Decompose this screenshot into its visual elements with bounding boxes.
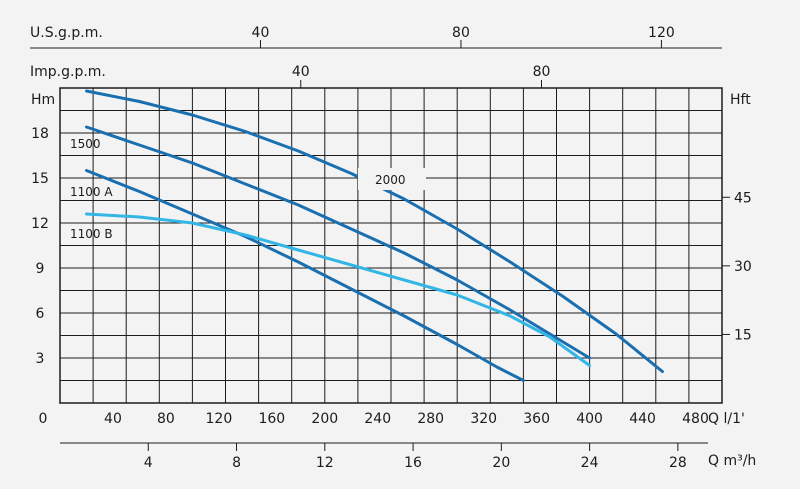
- hft-axis-label: Hft: [730, 92, 751, 108]
- hm-tick-label: 18: [31, 126, 49, 142]
- q-lmin-tick-label: 360: [523, 411, 550, 427]
- q-lmin-tick-label: 80: [157, 411, 175, 427]
- us-gpm-tick-label: 80: [452, 25, 470, 41]
- hm-axis-label: Hm: [31, 92, 55, 108]
- q-m3h-label: Q m³/h: [708, 453, 756, 469]
- q-lmin-tick-label: 280: [417, 411, 444, 427]
- q-m3h-tick-label: 12: [316, 455, 334, 471]
- q-lmin-tick-label: 0: [39, 411, 48, 427]
- q-m3h-ticks: 4 8 12 16 20 24 28: [144, 443, 687, 471]
- hft-ticks: 15 30 45: [722, 190, 752, 343]
- q-lmin-tick-label: 320: [470, 411, 497, 427]
- q-m3h-tick-label: 20: [492, 455, 510, 471]
- q-lmin-tick-label: 440: [629, 411, 656, 427]
- curve-1100-b: [85, 212, 592, 367]
- hft-tick-label: 30: [734, 259, 752, 275]
- hm-tick-label: 3: [36, 351, 45, 367]
- curve-label-2000-background: [358, 168, 426, 190]
- q-lmin-tick-label: 120: [206, 411, 233, 427]
- q-lmin-tick-label: 200: [311, 411, 338, 427]
- imp-gpm-label: Imp.g.p.m.: [30, 64, 106, 80]
- curve-1100-a: [85, 169, 525, 382]
- us-gpm-scale: U.S.g.p.m. 40 80 120: [30, 25, 722, 49]
- q-lmin-tick-label: 400: [576, 411, 603, 427]
- hft-tick-label: 45: [734, 190, 752, 206]
- q-m3h-tick-label: 24: [581, 455, 599, 471]
- hm-ticks: 3 6 9 12 15 18: [31, 126, 49, 367]
- imp-gpm-tick-label: 40: [292, 64, 310, 80]
- q-m3h-tick-label: 8: [232, 455, 241, 471]
- imp-gpm-tick-label: 80: [533, 64, 551, 80]
- hft-tick-label: 15: [734, 327, 752, 343]
- q-m3h-tick-label: 4: [144, 455, 153, 471]
- hm-tick-label: 6: [36, 306, 45, 322]
- pump-curves: [85, 89, 664, 382]
- hm-tick-label: 12: [31, 216, 49, 232]
- q-lmin-label: Q l/1': [708, 411, 745, 427]
- q-m3h-tick-label: 16: [404, 455, 422, 471]
- q-lmin-tick-label: 480: [682, 411, 709, 427]
- curve-label-1500: 1500: [70, 137, 101, 151]
- q-lmin-tick-label: 160: [258, 411, 285, 427]
- q-lmin-tick-label: 40: [104, 411, 122, 427]
- us-gpm-ticks: 40 80 120: [252, 25, 675, 48]
- hm-tick-label: 9: [36, 261, 45, 277]
- q-lmin-tick-label: 240: [364, 411, 391, 427]
- us-gpm-label: U.S.g.p.m.: [30, 25, 103, 41]
- curve-1500: [85, 125, 592, 360]
- us-gpm-tick-label: 40: [252, 25, 270, 41]
- us-gpm-tick-label: 120: [648, 25, 675, 41]
- curve-label-1100b: 1100 B: [70, 227, 113, 241]
- hm-tick-label: 15: [31, 171, 49, 187]
- curve-label-1100a: 1100 A: [70, 185, 113, 199]
- imp-gpm-ticks: 40 80: [292, 64, 551, 88]
- q-m3h-tick-label: 28: [669, 455, 687, 471]
- imp-gpm-scale: Imp.g.p.m. 40 80: [30, 64, 550, 88]
- plot-grid: [59, 87, 723, 404]
- curve-label-2000: 2000: [375, 173, 406, 187]
- q-lmin-ticks: 0 40 80 120 160 200 240 280 320 360 400 440 480: [39, 411, 709, 427]
